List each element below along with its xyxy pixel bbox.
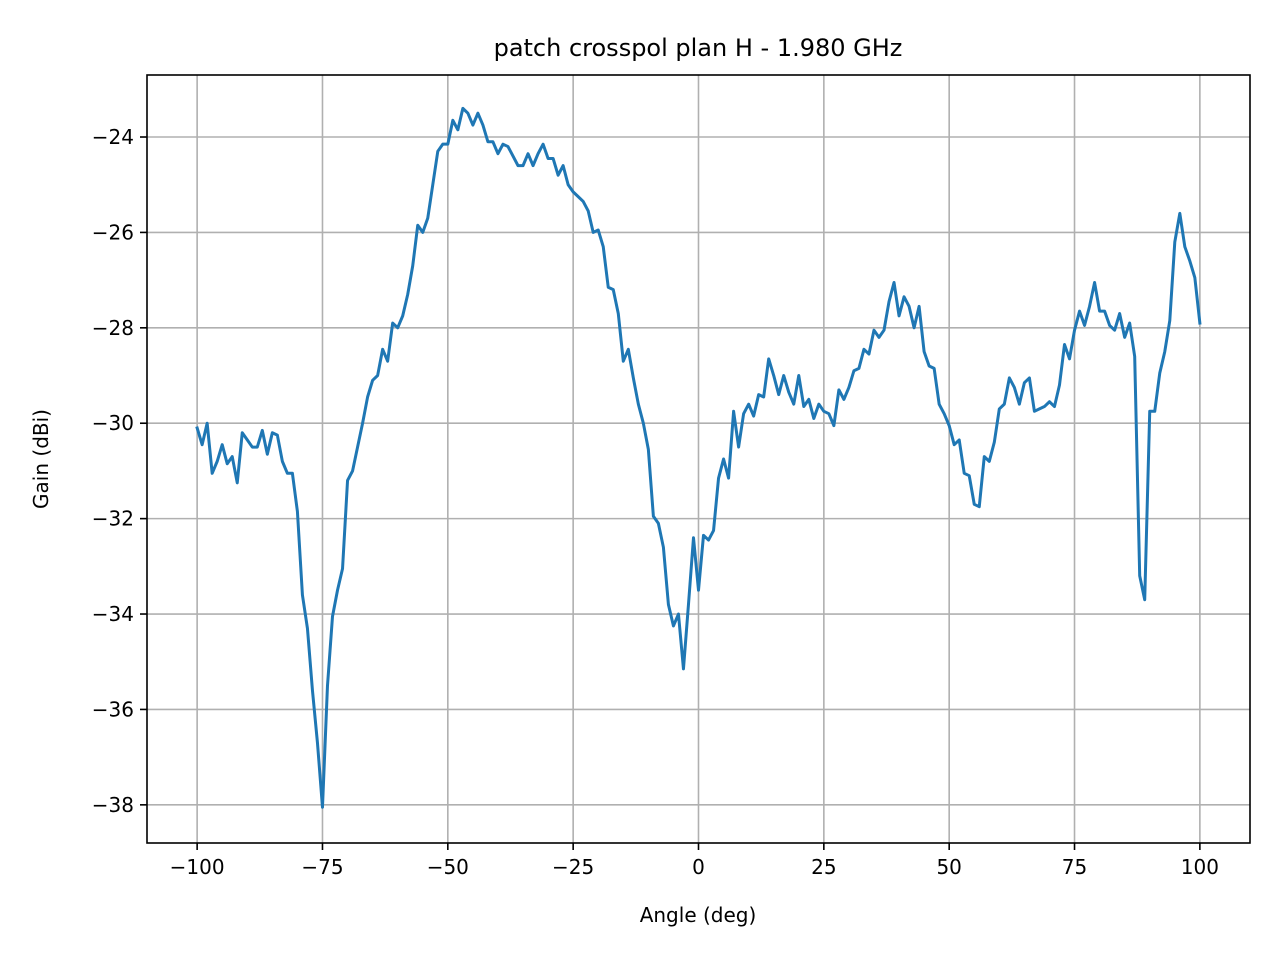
grid (147, 75, 1250, 843)
x-tick-label: 25 (811, 855, 836, 879)
y-tick-label: −36 (92, 697, 134, 721)
y-tick-label: −26 (92, 220, 134, 244)
x-tick-label: −50 (427, 855, 469, 879)
y-tick-label: −28 (92, 316, 134, 340)
y-tick-label: −34 (92, 602, 134, 626)
y-tick-label: −38 (92, 793, 134, 817)
chart-title: patch crosspol plan H - 1.980 GHz (494, 34, 903, 62)
y-tick-label: −30 (92, 411, 134, 435)
x-tick-label: −25 (552, 855, 594, 879)
y-tick-label: −24 (92, 125, 134, 149)
x-tick-label: 0 (692, 855, 705, 879)
x-axis-label: Angle (deg) (640, 903, 757, 927)
x-tick-label: 100 (1181, 855, 1219, 879)
axis-ticks: −100 −75 −50 −25 0 25 50 75 100 −38 −36 −34 −32 −30 −2… (92, 125, 1219, 879)
x-tick-label: −75 (301, 855, 343, 879)
x-tick-label: −100 (170, 855, 225, 879)
x-tick-label: 75 (1062, 855, 1087, 879)
plot-data (195, 106, 1202, 809)
y-axis-label: Gain (dBi) (29, 409, 53, 509)
x-tick-label: 50 (936, 855, 961, 879)
y-tick-label: −32 (92, 507, 134, 531)
series-line (195, 106, 1202, 809)
